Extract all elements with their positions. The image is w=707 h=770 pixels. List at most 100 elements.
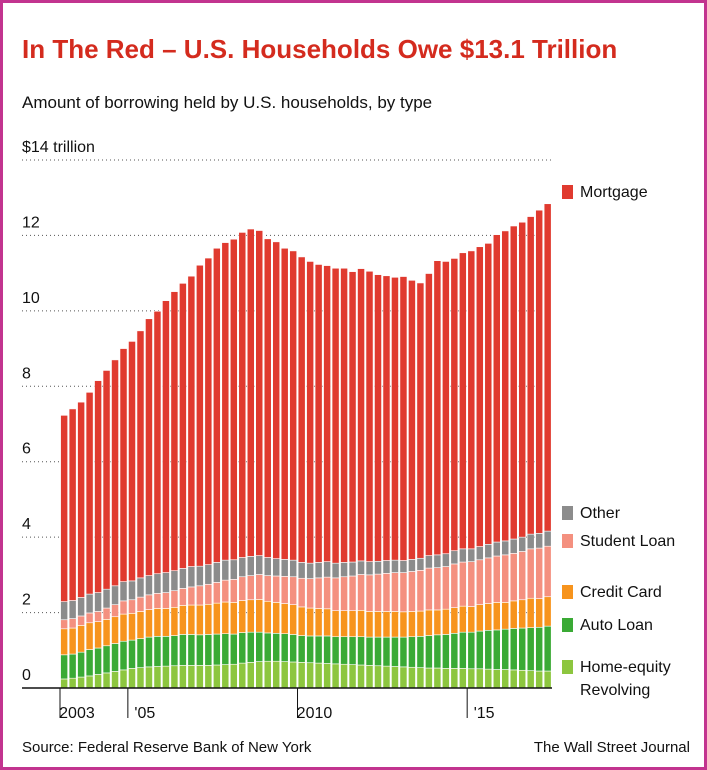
bar-segment bbox=[391, 276, 399, 561]
bar-segment bbox=[314, 562, 323, 579]
bar-segment bbox=[204, 564, 213, 585]
bar-segment bbox=[543, 545, 552, 598]
bar-segment bbox=[85, 622, 94, 650]
bar-segment bbox=[458, 561, 467, 607]
bar-segment bbox=[492, 555, 501, 603]
bar-segment bbox=[323, 608, 331, 637]
bar-segment bbox=[501, 602, 510, 630]
bar-segment bbox=[458, 668, 467, 689]
bar-segment bbox=[518, 669, 527, 689]
bar-segment bbox=[526, 216, 535, 535]
bar-segment bbox=[212, 582, 221, 604]
legend-item: Mortgage bbox=[562, 184, 648, 201]
bar-segment bbox=[111, 585, 119, 605]
bar-segment bbox=[416, 610, 425, 637]
bar-segment bbox=[280, 603, 289, 634]
bar-segment bbox=[475, 604, 484, 632]
bar-segment bbox=[179, 283, 187, 569]
bar-segment bbox=[391, 666, 399, 689]
y-tick-label: 6 bbox=[22, 441, 31, 458]
bar-segment bbox=[196, 585, 204, 606]
bar-segment bbox=[543, 596, 552, 627]
x-tick-label: 2003 bbox=[59, 705, 95, 722]
bar-segment bbox=[255, 661, 264, 689]
bar-segment bbox=[153, 666, 162, 689]
bar-segment bbox=[509, 669, 518, 689]
bar-segment bbox=[111, 604, 119, 618]
bar-segment bbox=[509, 538, 518, 554]
bar-segment bbox=[365, 561, 374, 576]
bar-segment bbox=[170, 291, 179, 572]
bar-segment bbox=[391, 572, 399, 612]
bar-segment bbox=[77, 597, 85, 617]
bar-segment bbox=[170, 606, 179, 636]
bar-segment bbox=[408, 611, 416, 638]
bar-segment bbox=[340, 663, 348, 689]
bar-segment bbox=[187, 566, 196, 588]
bar-segment bbox=[306, 635, 314, 664]
bar-segment bbox=[196, 634, 204, 666]
bar-segment bbox=[246, 599, 255, 633]
bar-segment bbox=[128, 639, 136, 669]
bar-segment bbox=[94, 380, 102, 593]
bar-segment bbox=[238, 557, 247, 578]
y-tick-label: 0 bbox=[22, 667, 31, 684]
bar-segment bbox=[272, 241, 281, 559]
bar-segment bbox=[374, 560, 382, 575]
bar-segment bbox=[162, 592, 170, 609]
bar-segment bbox=[382, 611, 391, 638]
bar-segment bbox=[492, 629, 501, 670]
bar-segment bbox=[136, 638, 145, 668]
legend-swatch bbox=[562, 185, 573, 199]
bar-segment bbox=[374, 274, 382, 562]
bar-segment bbox=[340, 576, 348, 611]
bar-segment bbox=[450, 258, 459, 552]
bar-segment bbox=[221, 633, 230, 665]
bar-segment bbox=[60, 628, 68, 656]
bar-segment bbox=[102, 645, 111, 674]
bar-segment bbox=[416, 557, 425, 571]
bar-segment bbox=[94, 611, 102, 622]
bar-segment bbox=[518, 627, 527, 671]
bar-segment bbox=[509, 225, 518, 540]
bar-segment bbox=[255, 230, 264, 556]
bar-segment bbox=[450, 550, 459, 565]
bar-segment bbox=[246, 575, 255, 601]
bar-segment bbox=[323, 561, 331, 578]
bar-segment bbox=[425, 635, 433, 669]
bar-segment bbox=[450, 607, 459, 634]
bar-segment bbox=[297, 635, 306, 663]
bar-segment bbox=[153, 593, 162, 609]
bar-segment bbox=[484, 668, 493, 689]
bar-segment bbox=[255, 631, 264, 662]
legend-swatch bbox=[562, 534, 573, 548]
legend-label: Home-equity Revolving bbox=[580, 659, 671, 699]
bar-segment bbox=[128, 341, 136, 582]
bar-segment bbox=[348, 610, 357, 638]
bar-segment bbox=[467, 606, 476, 633]
bar-segment bbox=[263, 660, 272, 689]
bar-segment bbox=[543, 625, 552, 672]
bar-segment bbox=[314, 577, 323, 609]
bar-segment bbox=[484, 544, 493, 559]
bar-segment bbox=[314, 635, 323, 664]
bar-segment bbox=[187, 665, 196, 689]
bar-segment bbox=[289, 661, 298, 689]
bar-segment bbox=[433, 667, 442, 689]
bar-segment bbox=[272, 602, 281, 634]
bar-segment bbox=[68, 618, 77, 629]
y-tick-label: 8 bbox=[22, 365, 31, 382]
bar-segment bbox=[221, 664, 230, 689]
bar-segment bbox=[246, 556, 255, 576]
bar-segment bbox=[77, 401, 85, 598]
bar-segment bbox=[340, 636, 348, 665]
bar-segment bbox=[535, 209, 544, 534]
bar-segment bbox=[458, 605, 467, 633]
source: Source: Federal Reserve Bank of New York bbox=[22, 739, 312, 756]
bar-segment bbox=[153, 608, 162, 637]
bar-segment bbox=[425, 567, 433, 611]
x-tick-label: 2010 bbox=[297, 705, 333, 722]
bar-segment bbox=[145, 594, 153, 610]
bar-segment bbox=[60, 654, 68, 680]
